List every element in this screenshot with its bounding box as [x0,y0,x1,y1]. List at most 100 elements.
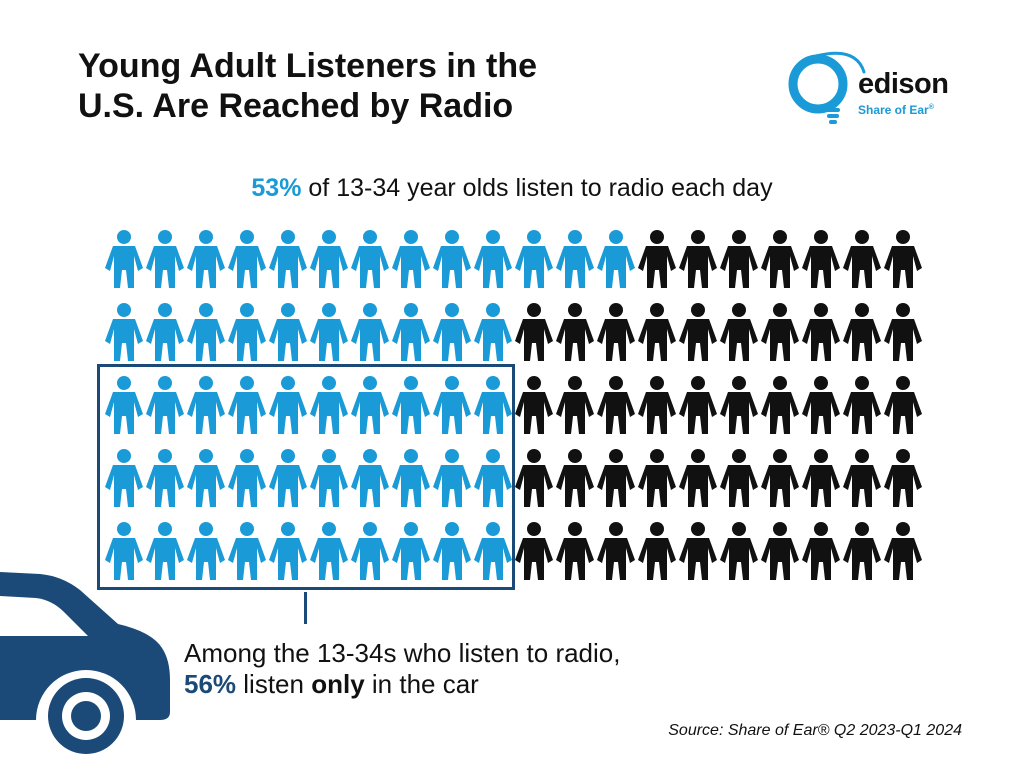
person-icon-listener-22 [146,303,184,361]
person-icon-non-listener-80 [884,449,922,507]
person-icon-listener-49 [433,376,471,434]
person-icon-listener-46 [310,376,348,434]
person-icon-listener-42 [146,376,184,434]
callout-line-1: Among the 13-34s who listen to radio, [184,638,621,668]
person-icon-non-listener-51 [515,376,553,434]
person-icon-non-listener-37 [761,303,799,361]
person-icon-non-listener-54 [638,376,676,434]
person-icon-non-listener-17 [761,230,799,288]
person-icon-listener-11 [515,230,553,288]
person-icon-listener-85 [269,522,307,580]
person-icon-non-listener-94 [638,522,676,580]
person-icon-listener-6 [310,230,348,288]
person-icon-non-listener-14 [638,230,676,288]
person-icon-listener-9 [433,230,471,288]
person-icon-listener-25 [269,303,307,361]
edison-bulb-icon [788,51,866,124]
person-icon-non-listener-39 [843,303,881,361]
title-line-1: Young Adult Listeners in the [78,47,537,85]
person-icon-non-listener-59 [843,376,881,434]
person-icon-listener-1 [105,230,143,288]
person-icon-listener-29 [433,303,471,361]
person-icon-non-listener-93 [597,522,635,580]
callout-percent: 56% [184,669,237,699]
person-icon-non-listener-78 [802,449,840,507]
person-icon-listener-8 [392,230,430,288]
person-icon-listener-90 [474,522,512,580]
person-icon-listener-13 [597,230,635,288]
person-icon-listener-81 [105,522,143,580]
person-icon-listener-48 [392,376,430,434]
highlight-connector-line [304,592,307,624]
person-icon-listener-47 [351,376,389,434]
person-icon-listener-2 [146,230,184,288]
person-icon-non-listener-52 [556,376,594,434]
person-icon-listener-68 [392,449,430,507]
callout-mid: listen [236,669,312,699]
page-title: Young Adult Listeners in the U.S. Are Re… [78,46,758,126]
person-icon-listener-87 [351,522,389,580]
logo-subtitle-text: Share of Ear [858,103,929,117]
callout-line-2: 56% listen only in the car [184,669,804,700]
person-icon-non-listener-96 [720,522,758,580]
person-icon-listener-65 [269,449,307,507]
person-icon-listener-63 [187,449,225,507]
person-icon-listener-26 [310,303,348,361]
logo-wordmark: edison [858,68,949,100]
person-icon-non-listener-92 [556,522,594,580]
person-icon-listener-21 [105,303,143,361]
person-icon-non-listener-58 [802,376,840,434]
callout-emphasis: only [311,669,365,699]
person-icon-listener-83 [187,522,225,580]
person-icon-listener-41 [105,376,143,434]
person-icon-listener-44 [228,376,266,434]
person-icon-listener-12 [556,230,594,288]
title-line-2: U.S. Are Reached by Radio [78,87,514,125]
person-icon-non-listener-99 [843,522,881,580]
person-icon-non-listener-55 [679,376,717,434]
person-icon-non-listener-32 [556,303,594,361]
headline-percent: 53% [251,174,302,202]
person-icon-non-listener-76 [720,449,758,507]
person-icon-non-listener-33 [597,303,635,361]
person-icon-listener-50 [474,376,512,434]
person-icon-non-listener-35 [679,303,717,361]
person-icon-listener-62 [146,449,184,507]
person-icon-non-listener-36 [720,303,758,361]
person-icon-listener-27 [351,303,389,361]
callout-tail: in the car [364,669,479,699]
person-icon-non-listener-74 [638,449,676,507]
person-icon-listener-7 [351,230,389,288]
person-icon-non-listener-38 [802,303,840,361]
person-icon-non-listener-71 [515,449,553,507]
person-icon-non-listener-100 [884,522,922,580]
headline-text: of 13-34 year olds listen to radio each … [301,174,773,202]
person-icon-non-listener-19 [843,230,881,288]
person-icon-listener-84 [228,522,266,580]
person-icon-non-listener-31 [515,303,553,361]
logo-subtitle-mark: ® [928,104,934,111]
person-icon-listener-64 [228,449,266,507]
person-icon-listener-28 [392,303,430,361]
person-icon-listener-24 [228,303,266,361]
person-icon-listener-69 [433,449,471,507]
person-icon-non-listener-15 [679,230,717,288]
person-icon-listener-5 [269,230,307,288]
person-icon-non-listener-79 [843,449,881,507]
headline: 53% of 13-34 year olds listen to radio e… [0,173,1024,203]
person-icon-non-listener-97 [761,522,799,580]
person-icon-non-listener-40 [884,303,922,361]
person-icon-listener-4 [228,230,266,288]
person-icon-listener-66 [310,449,348,507]
person-icon-listener-43 [187,376,225,434]
person-icon-non-listener-73 [597,449,635,507]
person-icon-non-listener-53 [597,376,635,434]
person-icon-listener-23 [187,303,225,361]
person-icon-non-listener-72 [556,449,594,507]
person-icon-non-listener-60 [884,376,922,434]
person-icon-listener-88 [392,522,430,580]
person-icon-listener-86 [310,522,348,580]
person-icon-listener-10 [474,230,512,288]
